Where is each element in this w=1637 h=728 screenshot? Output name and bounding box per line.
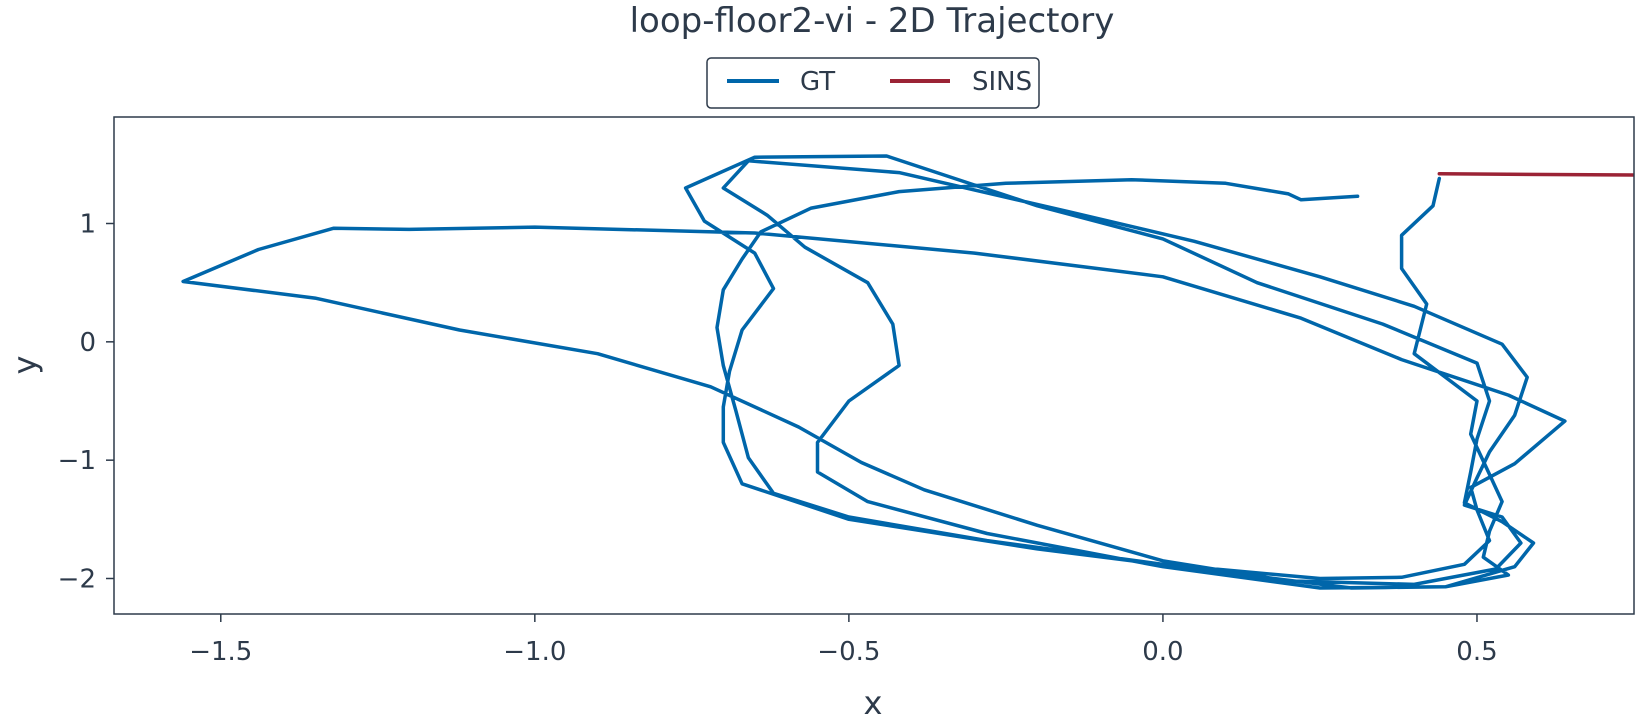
legend-label-gt: GT [800,67,835,97]
x-tick-label: 0.0 [1142,637,1183,667]
series-layer [181,154,1634,590]
x-axis-label: x [864,684,883,722]
y-tick-label: −2 [58,565,96,595]
y-tick-label: 0 [79,328,96,358]
x-axis: −1.5 −1.0 −0.5 0.0 0.5 [189,614,1498,667]
x-tick-label: −0.5 [817,637,880,667]
x-tick-label: −1.5 [189,637,252,667]
y-tick-label: 1 [79,210,96,240]
legend-box [706,57,1040,109]
y-axis: 1 0 −1 −2 [58,210,114,595]
plot-frame [113,116,1635,615]
chart-title: loop-floor2-vi - 2D Trajectory [630,1,1115,41]
y-axis-label: y [6,356,44,375]
legend-label-sins: SINS [972,67,1032,97]
x-tick-label: 0.5 [1456,637,1497,667]
legend: GT SINS [706,57,1040,109]
series-line-gt [181,154,1567,590]
y-tick-label: −1 [58,446,96,476]
x-tick-label: −1.0 [503,637,566,667]
series-line-sins [1437,172,1634,177]
